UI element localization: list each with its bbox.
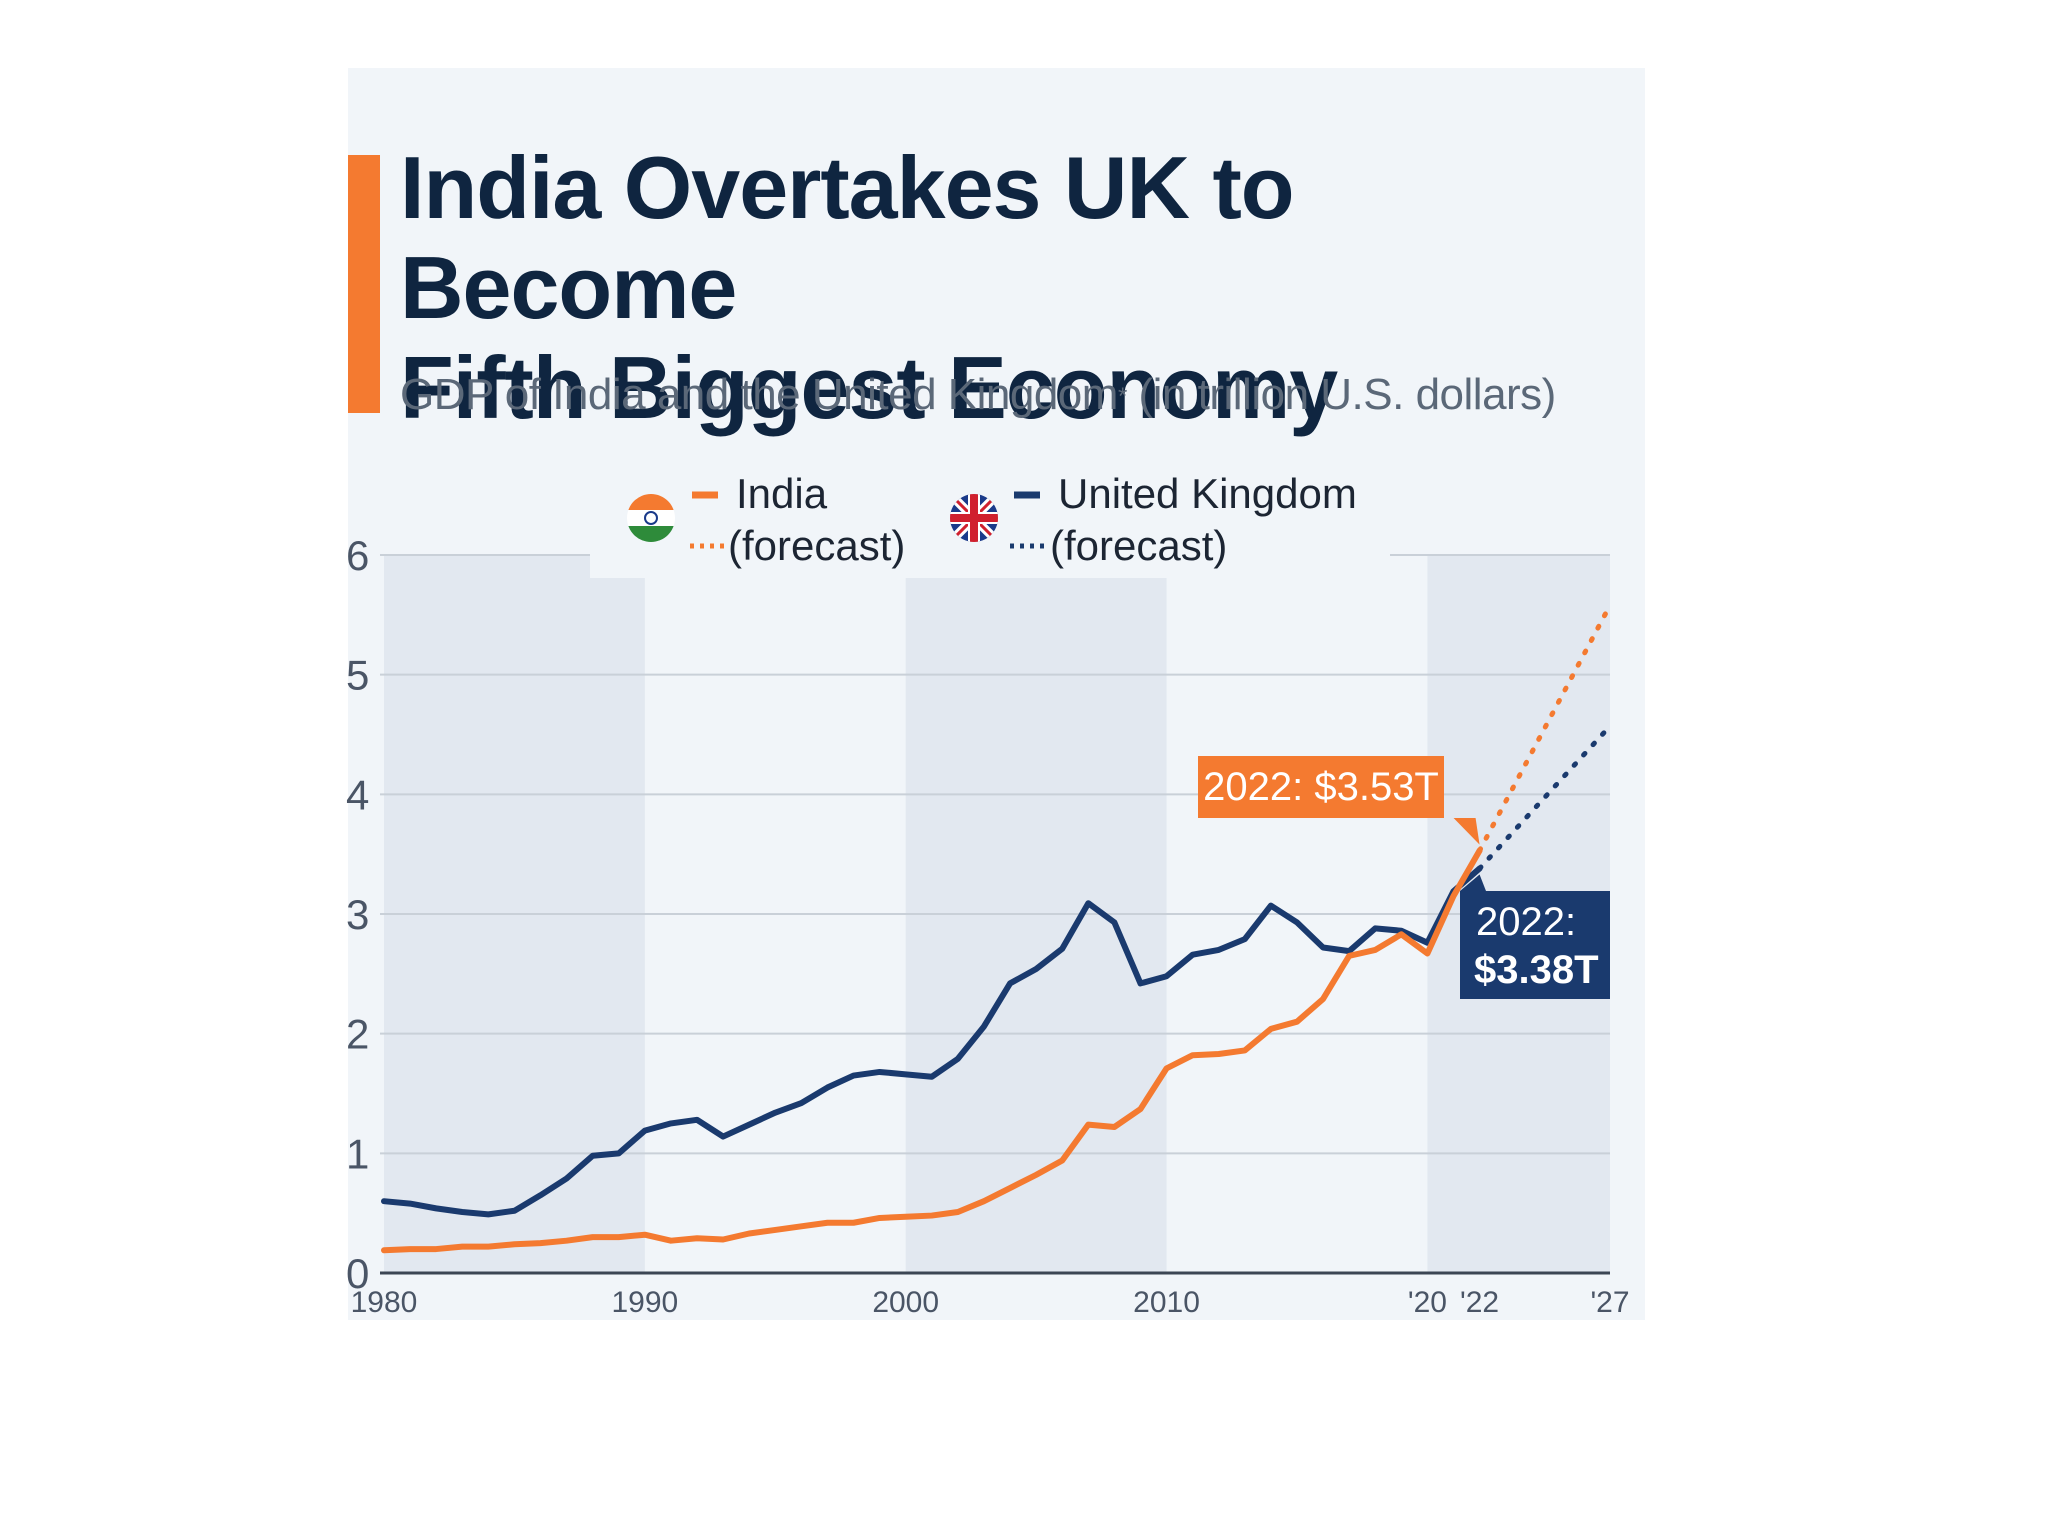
uk-annotation-year: 2022: [1476, 900, 1576, 944]
y-tick-label-2: 2 [346, 1011, 369, 1058]
gridlines [380, 554, 1610, 1275]
uk-annotation-box [1460, 891, 1610, 999]
y-tick-label-3: 3 [346, 891, 369, 938]
series-line-india [381, 847, 1483, 1254]
legend-india-label: India [736, 470, 828, 517]
india-flag-icon [627, 494, 675, 542]
title-line-2: Fifth Biggest Economy [400, 338, 1338, 437]
legend-uk-label: United Kingdom [1058, 470, 1357, 517]
india-annotation-label: 2022: $3.53T [1203, 765, 1439, 809]
uk-annotation-value: $3.38T [1474, 948, 1599, 992]
series-line-united-kingdom-forecast [1477, 723, 1613, 872]
y-axis-ticks: 0 1 2 3 4 5 6 [346, 532, 369, 1297]
x-tick-label-27: '27 [1590, 1286, 1629, 1319]
x-tick-label-2010: 2010 [1133, 1286, 1200, 1319]
subtitle-text: GDP of India and the United Kingdom [400, 370, 1118, 419]
x-tick-label-20: '20 [1408, 1286, 1447, 1319]
x-tick-label-2000: 2000 [872, 1286, 939, 1319]
series-lines [381, 602, 1613, 1254]
legend-uk-forecast-label: (forecast) [1050, 522, 1227, 569]
india-annotation-pointer [1453, 818, 1480, 845]
y-tick-label-5: 5 [346, 652, 369, 699]
y-tick-label-4: 4 [346, 771, 369, 818]
india-annotation-box [1198, 756, 1444, 818]
series-line-india-forecast [1477, 602, 1613, 854]
legend: India (forecast) United Kingdom (forecas… [590, 462, 1390, 578]
series-line-united-kingdom [381, 865, 1483, 1218]
uk-annotation-pointer [1460, 874, 1486, 891]
chart-title: India Overtakes UK to Become Fifth Bigge… [400, 138, 1640, 438]
y-tick-label-0: 0 [346, 1250, 369, 1297]
x-axis-ticks: 1980 1990 2000 2010 '20 '22 '27 [351, 1286, 1630, 1319]
subtitle-unit: (in trillion U.S. dollars) [1126, 370, 1557, 419]
uk-flag-icon [950, 494, 998, 542]
y-tick-label-6: 6 [346, 532, 369, 579]
legend-india-forecast-label: (forecast) [728, 522, 905, 569]
x-tick-label-22: '22 [1460, 1286, 1499, 1319]
chart-subtitle: GDP of India and the United Kingdom* (in… [400, 368, 1660, 422]
annotations: 2022: $3.53T 2022:$3.38T [1198, 756, 1610, 999]
title-line-1: India Overtakes UK to Become [400, 138, 1295, 337]
y-tick-label-1: 1 [346, 1130, 369, 1177]
x-tick-label-1990: 1990 [611, 1286, 678, 1319]
x-tick-label-1980: 1980 [351, 1286, 418, 1319]
subtitle-footnote-mark: * [1117, 383, 1127, 410]
title-accent-bar [348, 155, 380, 413]
